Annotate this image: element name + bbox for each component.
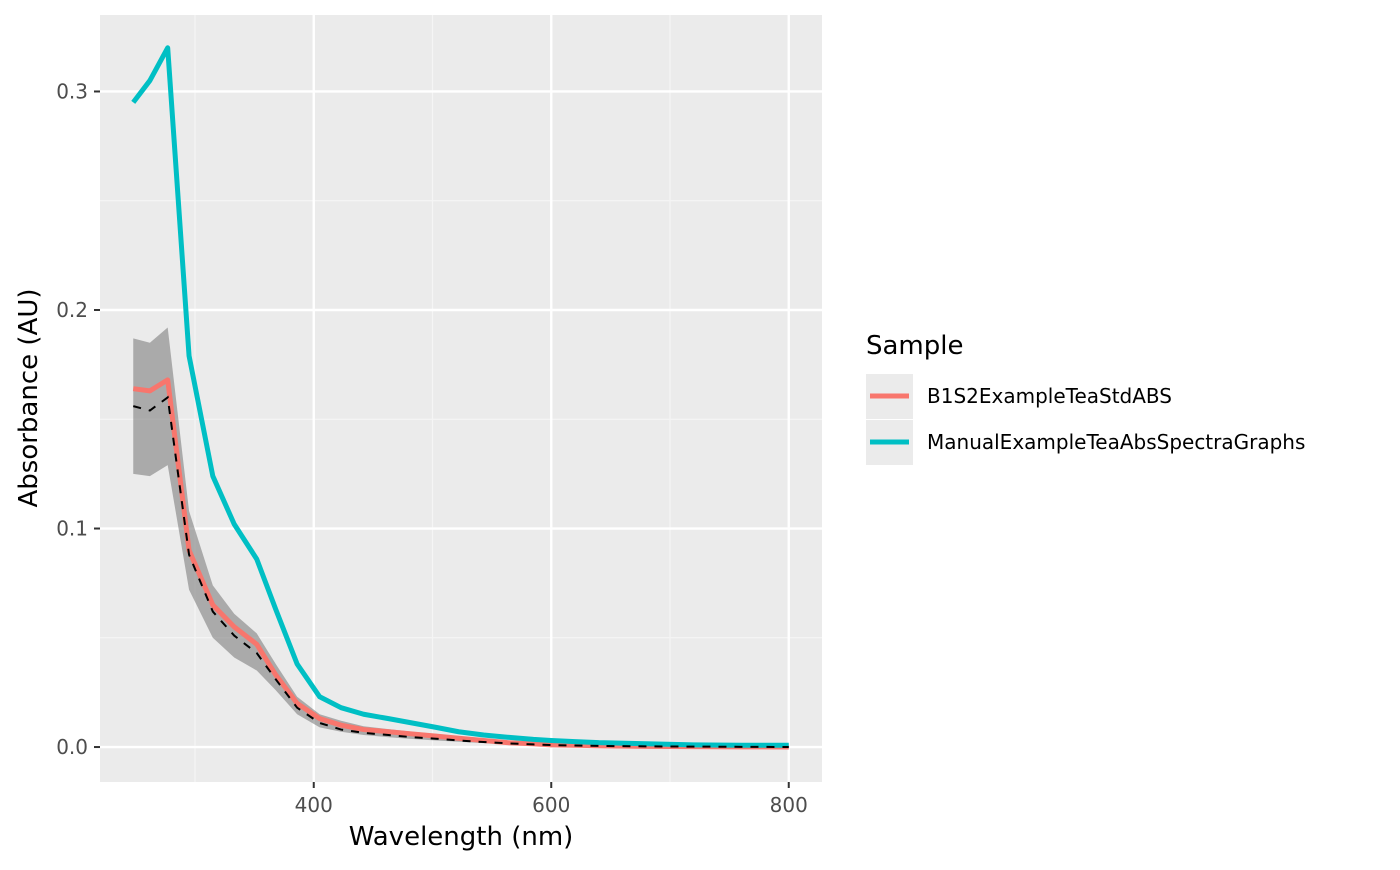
plot-panel [100,15,822,782]
y-tick-label-2: 0.2 [56,298,88,322]
x-tick-label-2: 800 [770,793,808,817]
legend: Sample B1S2ExampleTeaStdABS ManualExampl… [866,331,1305,465]
x-tick-label-1: 600 [532,793,570,817]
x-tick-label-0: 400 [295,793,333,817]
y-axis-title: Absorbance (AU) [14,288,44,507]
x-axis-ticks: 400 600 800 [295,782,808,817]
y-tick-label-0: 0.0 [56,735,88,759]
series-layer [131,45,789,750]
legend-title: Sample [866,331,964,361]
legend-label-manual: ManualExampleTeaAbsSpectraGraphs [927,430,1305,454]
y-tick-label-1: 0.1 [56,517,88,541]
mean-dashed-line [132,395,789,749]
y-tick-label-3: 0.3 [56,79,88,103]
legend-label-b1s2: B1S2ExampleTeaStdABS [927,384,1172,408]
y-axis-ticks: 0.0 0.1 0.2 0.3 [56,79,100,759]
series-line-ManualExampleTeaAbsSpectraGraphs [131,45,789,748]
x-axis-title: Wavelength (nm) [349,822,574,852]
